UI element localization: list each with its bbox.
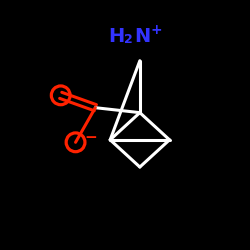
Text: −: −	[84, 130, 97, 145]
Text: N: N	[134, 26, 150, 46]
Text: H: H	[108, 26, 124, 46]
Text: +: +	[150, 23, 162, 37]
Text: 2: 2	[124, 33, 133, 46]
